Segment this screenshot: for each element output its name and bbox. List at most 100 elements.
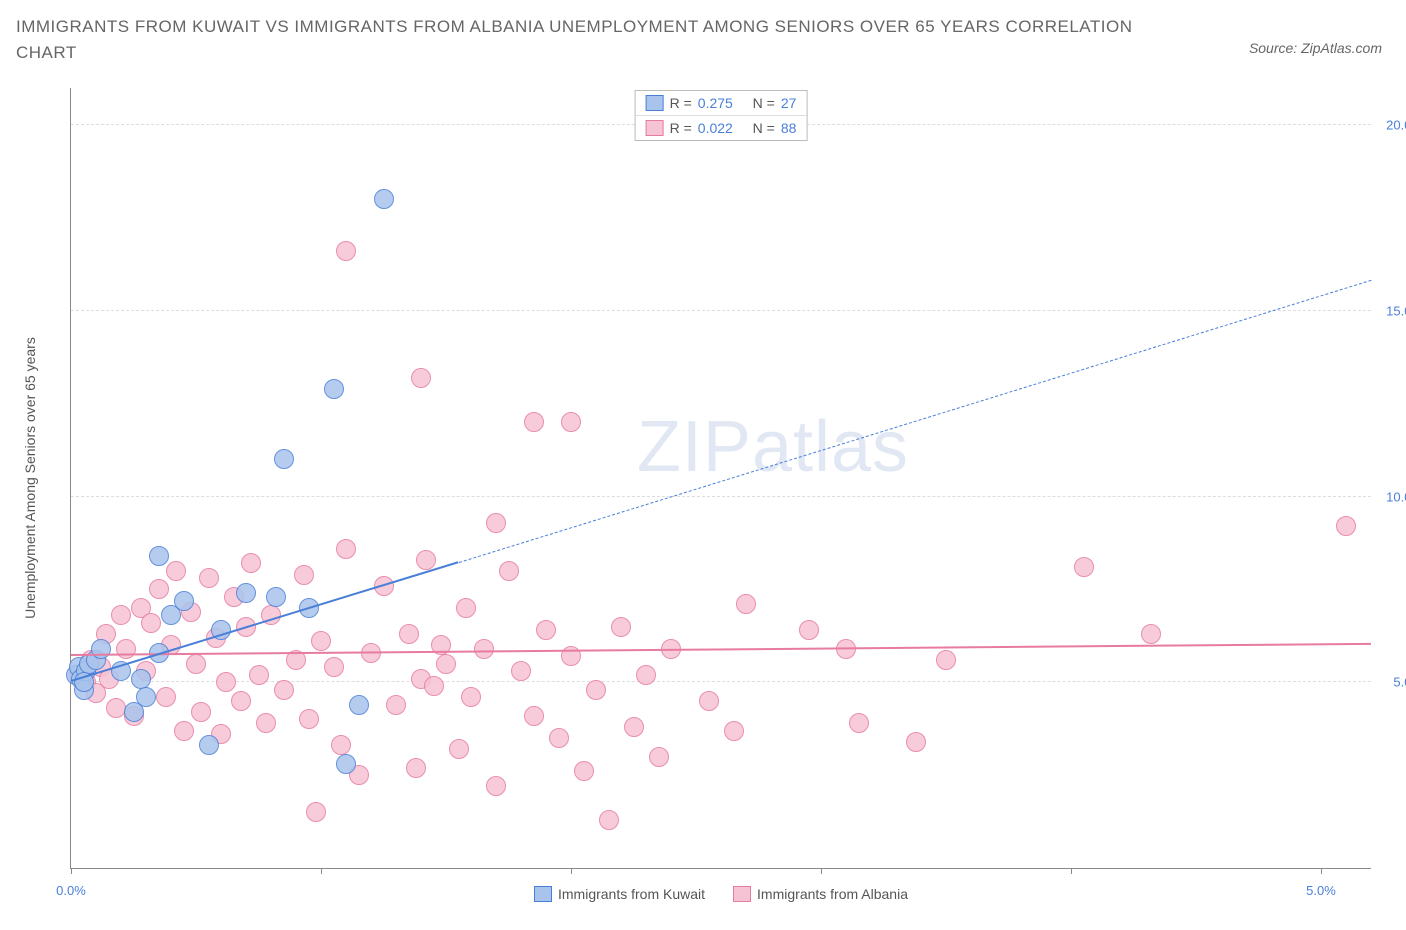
data-point — [256, 713, 276, 733]
data-point — [524, 412, 544, 432]
ytick-label: 5.0% — [1393, 675, 1406, 690]
legend-item-kuwait: Immigrants from Kuwait — [534, 886, 705, 902]
data-point — [136, 687, 156, 707]
data-point — [636, 665, 656, 685]
data-point — [456, 598, 476, 618]
data-point — [449, 739, 469, 759]
ytick-label: 10.0% — [1386, 489, 1406, 504]
data-point — [199, 568, 219, 588]
data-point — [156, 687, 176, 707]
data-point — [574, 761, 594, 781]
swatch-kuwait — [534, 886, 552, 902]
data-point — [411, 368, 431, 388]
data-point — [611, 617, 631, 637]
swatch-albania — [733, 886, 751, 902]
ytick-label: 15.0% — [1386, 303, 1406, 318]
data-point — [736, 594, 756, 614]
data-point — [936, 650, 956, 670]
data-point — [799, 620, 819, 640]
data-point — [174, 591, 194, 611]
watermark: ZIPatlas — [637, 406, 909, 488]
data-point — [486, 776, 506, 796]
n-value-albania: 88 — [781, 120, 797, 136]
data-point — [111, 605, 131, 625]
xtick — [321, 868, 322, 874]
data-point — [166, 561, 186, 581]
plot-area: ZIPatlas R = 0.275 N = 27 R = 0.022 N = … — [70, 88, 1371, 869]
data-point — [324, 379, 344, 399]
data-point — [436, 654, 456, 674]
data-point — [336, 241, 356, 261]
trend-line — [458, 280, 1371, 563]
data-point — [336, 754, 356, 774]
trend-line — [71, 643, 1371, 656]
n-label: N = — [753, 95, 775, 111]
stats-legend: R = 0.275 N = 27 R = 0.022 N = 88 — [635, 90, 808, 141]
data-point — [849, 713, 869, 733]
swatch-kuwait — [646, 95, 664, 111]
watermark-bold: ZIP — [637, 407, 752, 487]
data-point — [474, 639, 494, 659]
stats-row-kuwait: R = 0.275 N = 27 — [636, 91, 807, 116]
data-point — [549, 728, 569, 748]
data-point — [561, 412, 581, 432]
data-point — [266, 587, 286, 607]
data-point — [236, 583, 256, 603]
data-point — [486, 513, 506, 533]
data-point — [399, 624, 419, 644]
data-point — [624, 717, 644, 737]
series-legend: Immigrants from Kuwait Immigrants from A… — [534, 886, 908, 902]
legend-item-albania: Immigrants from Albania — [733, 886, 908, 902]
xtick-label: 5.0% — [1306, 883, 1336, 898]
n-label: N = — [753, 120, 775, 136]
data-point — [1336, 516, 1356, 536]
data-point — [511, 661, 531, 681]
r-label: R = — [670, 95, 692, 111]
r-label: R = — [670, 120, 692, 136]
data-point — [499, 561, 519, 581]
plot-container: Unemployment Among Seniors over 65 years… — [70, 88, 1370, 868]
data-point — [324, 657, 344, 677]
data-point — [241, 553, 261, 573]
data-point — [424, 676, 444, 696]
data-point — [299, 709, 319, 729]
data-point — [274, 449, 294, 469]
xtick-label: 0.0% — [56, 883, 86, 898]
legend-label-albania: Immigrants from Albania — [757, 886, 908, 902]
data-point — [699, 691, 719, 711]
gridline — [71, 310, 1371, 311]
data-point — [586, 680, 606, 700]
data-point — [186, 654, 206, 674]
data-point — [149, 579, 169, 599]
data-point — [416, 550, 436, 570]
data-point — [1074, 557, 1094, 577]
data-point — [724, 721, 744, 741]
data-point — [524, 706, 544, 726]
data-point — [336, 539, 356, 559]
legend-label-kuwait: Immigrants from Kuwait — [558, 886, 705, 902]
data-point — [231, 691, 251, 711]
data-point — [274, 680, 294, 700]
xtick — [821, 868, 822, 874]
data-point — [386, 695, 406, 715]
data-point — [141, 613, 161, 633]
data-point — [249, 665, 269, 685]
data-point — [374, 189, 394, 209]
data-point — [331, 735, 351, 755]
source-label: Source: ZipAtlas.com — [1249, 40, 1382, 56]
data-point — [906, 732, 926, 752]
data-point — [306, 802, 326, 822]
data-point — [599, 810, 619, 830]
data-point — [311, 631, 331, 651]
data-point — [216, 672, 236, 692]
n-value-kuwait: 27 — [781, 95, 797, 111]
gridline — [71, 496, 1371, 497]
xtick — [1071, 868, 1072, 874]
data-point — [91, 639, 111, 659]
data-point — [191, 702, 211, 722]
data-point — [294, 565, 314, 585]
r-value-kuwait: 0.275 — [698, 95, 733, 111]
chart-title: IMMIGRANTS FROM KUWAIT VS IMMIGRANTS FRO… — [16, 14, 1166, 65]
data-point — [349, 695, 369, 715]
swatch-albania — [646, 120, 664, 136]
